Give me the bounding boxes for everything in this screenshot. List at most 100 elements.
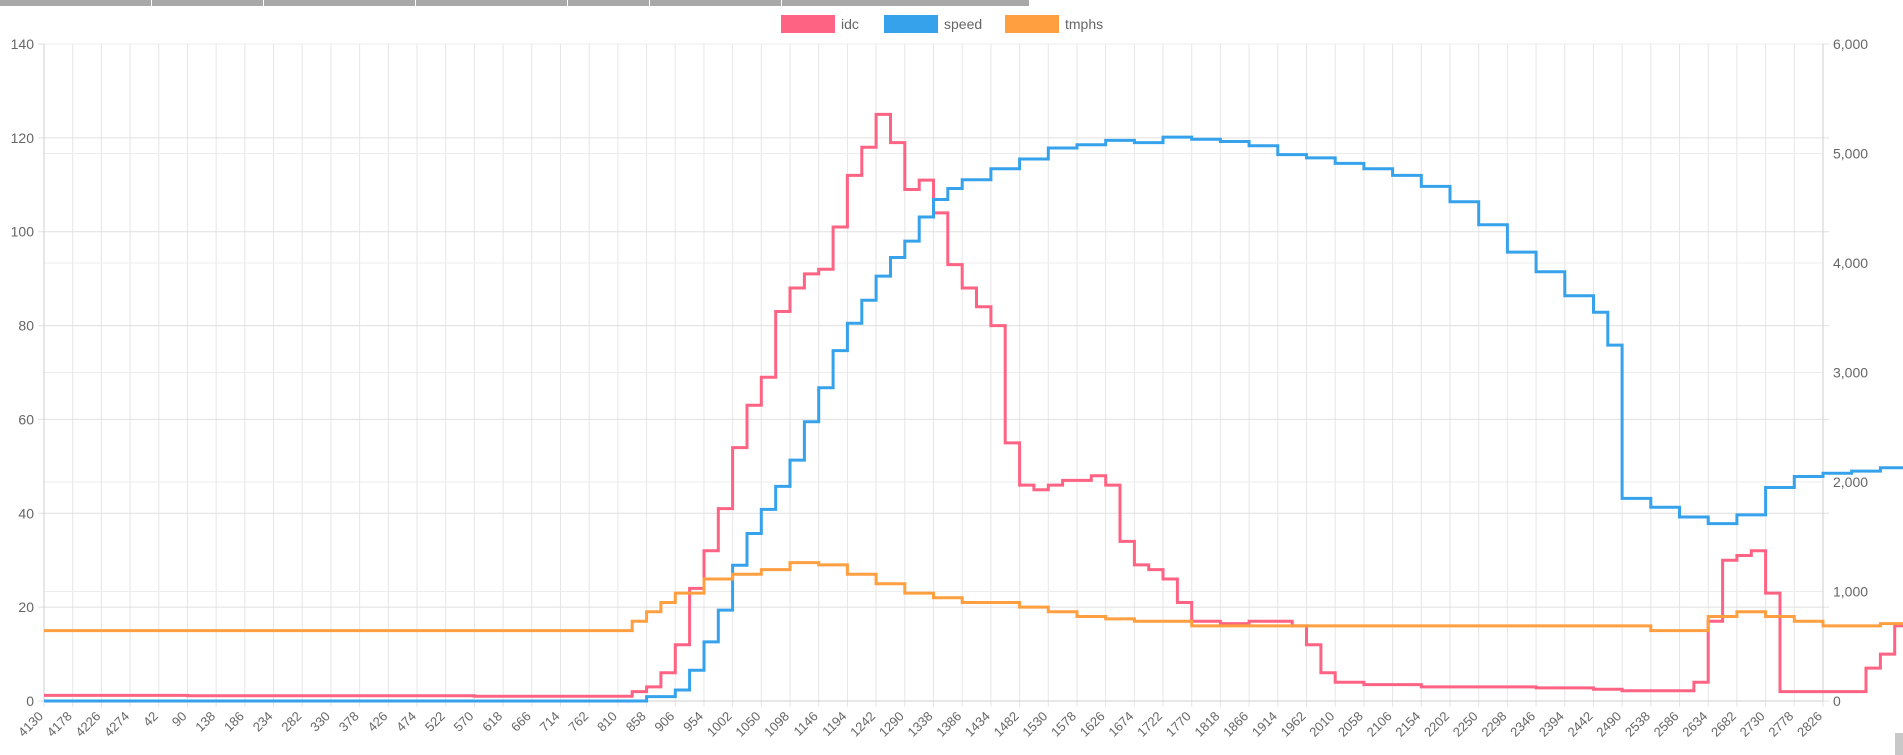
x-tick-label: 1386: [933, 709, 964, 740]
x-tick-label: 1914: [1249, 709, 1280, 740]
top-tab-segment[interactable]: [264, 0, 416, 6]
legend-item-tmphs[interactable]: tmphs: [1005, 15, 1103, 33]
x-tick-label: 714: [537, 709, 563, 735]
y-left-tick-label: 140: [11, 36, 35, 52]
x-tick-label: 1002: [704, 709, 735, 740]
x-tick-label: 1626: [1077, 709, 1108, 740]
x-tick-label: 4226: [72, 709, 103, 740]
y-right-tick-label: 1,000: [1833, 584, 1868, 600]
legend-swatch-idc: [781, 15, 835, 33]
legend-label-tmphs: tmphs: [1065, 16, 1103, 32]
x-tick-label: 906: [651, 709, 677, 735]
x-tick-label: 1242: [847, 709, 878, 740]
x-tick-label: 2010: [1306, 709, 1337, 740]
x-tick-label: 2394: [1536, 709, 1567, 740]
x-tick-label: 2538: [1622, 709, 1653, 740]
x-tick-label: 2586: [1651, 709, 1682, 740]
series-line-tmphs: [44, 561, 1903, 633]
y-right-tick-label: 6,000: [1833, 36, 1868, 52]
x-tick-label: 1338: [905, 709, 936, 740]
y-right-tick-label: 3,000: [1833, 365, 1868, 381]
x-tick-label: 4130: [15, 709, 46, 740]
x-tick-label: 426: [364, 709, 390, 735]
x-tick-label: 1290: [876, 709, 907, 740]
x-tick-label: 858: [623, 709, 649, 735]
x-tick-label: 1770: [1163, 709, 1194, 740]
x-tick-label: 2346: [1507, 709, 1538, 740]
top-tab-segment[interactable]: [0, 0, 152, 6]
top-tab-segment[interactable]: [650, 0, 782, 6]
x-tick-label: 2442: [1565, 709, 1596, 740]
y-left-tick-label: 20: [18, 599, 34, 615]
x-tick-label: 2154: [1392, 709, 1423, 740]
y-left-tick-label: 0: [26, 693, 34, 709]
x-tick-label: 1530: [1019, 709, 1050, 740]
x-tick-label: 2778: [1765, 709, 1796, 740]
x-tick-label: 1962: [1278, 709, 1309, 740]
y-right-tick-label: 5,000: [1833, 146, 1868, 162]
legend-item-idc[interactable]: idc: [781, 15, 859, 33]
x-tick-label: 1194: [819, 709, 849, 739]
y-left-tick-label: 40: [18, 505, 34, 521]
x-tick-label: 2490: [1593, 709, 1624, 740]
x-tick-label: 186: [221, 709, 247, 735]
x-tick-label: 522: [422, 709, 448, 735]
y-right-tick-label: 0: [1833, 693, 1841, 709]
y-right-tick-label: 2,000: [1833, 474, 1868, 490]
x-tick-label: 618: [479, 709, 505, 735]
y-left-tick-label: 100: [11, 224, 35, 240]
legend-item-speed[interactable]: speed: [884, 15, 982, 33]
legend-swatch-tmphs: [1005, 15, 1059, 33]
y-left-tick-label: 80: [18, 318, 34, 334]
x-tick-label: 2106: [1364, 709, 1395, 740]
x-tick-label: 1722: [1134, 709, 1165, 740]
legend-label-idc: idc: [841, 16, 859, 32]
x-tick-label: 378: [336, 709, 362, 735]
x-tick-label: 1866: [1220, 709, 1251, 740]
x-tick-label: 138: [192, 709, 218, 735]
series-lines: [44, 112, 1903, 703]
x-tick-label: 4274: [101, 709, 132, 740]
x-tick-label: 1434: [962, 709, 993, 740]
x-tick-label: 474: [393, 709, 419, 735]
top-tab-segment[interactable]: [568, 0, 650, 6]
x-tick-label: 282: [278, 709, 304, 735]
x-tick-label: 2826: [1794, 709, 1825, 740]
top-tab-segment[interactable]: [152, 0, 264, 6]
y-left-tick-label: 120: [11, 130, 35, 146]
x-tick-label: 2250: [1450, 709, 1481, 740]
x-tick-label: 2058: [1335, 709, 1366, 740]
x-tick-label: 1578: [1048, 709, 1079, 740]
grid: [38, 43, 1829, 707]
x-tick-label: 2634: [1679, 709, 1710, 740]
top-tab-segment[interactable]: [782, 0, 1030, 6]
legend-swatch-speed: [884, 15, 938, 33]
x-tick-label: 666: [508, 709, 534, 735]
x-tick-label: 1050: [732, 709, 763, 740]
x-tick-label: 1482: [991, 709, 1022, 740]
x-tick-label: 330: [307, 709, 333, 735]
x-tick-label: 570: [451, 709, 477, 735]
x-tick-label: 90: [169, 709, 190, 730]
x-tick-label: 1818: [1191, 709, 1222, 740]
y-right-tick-label: 4,000: [1833, 255, 1868, 271]
scrollbar-thumb[interactable]: [1895, 733, 1903, 755]
x-tick-label: 2682: [1708, 709, 1739, 740]
x-tick-label: 2298: [1478, 709, 1509, 740]
series-line-idc: [44, 112, 1903, 698]
legend[interactable]: idc speed tmphs: [781, 15, 1103, 33]
x-tick-label: 1146: [790, 709, 820, 739]
x-tick-label: 234: [250, 709, 276, 735]
x-tick-label: 1674: [1105, 709, 1136, 740]
axes: 0 20 40 60 80 100 120 140 0 1,000 2,000 3,000 4,000 5…: [11, 36, 1869, 740]
x-tick-label: 1098: [761, 709, 792, 740]
x-tick-label: 762: [565, 709, 591, 735]
x-tick-label: 954: [680, 709, 706, 735]
x-tick-label: 2202: [1421, 709, 1452, 740]
top-tab-segment[interactable]: [416, 0, 568, 6]
top-tab-strip[interactable]: [0, 0, 1030, 6]
x-tick-label: 2730: [1737, 709, 1768, 740]
series-line-speed: [44, 135, 1903, 703]
legend-label-speed: speed: [944, 16, 982, 32]
